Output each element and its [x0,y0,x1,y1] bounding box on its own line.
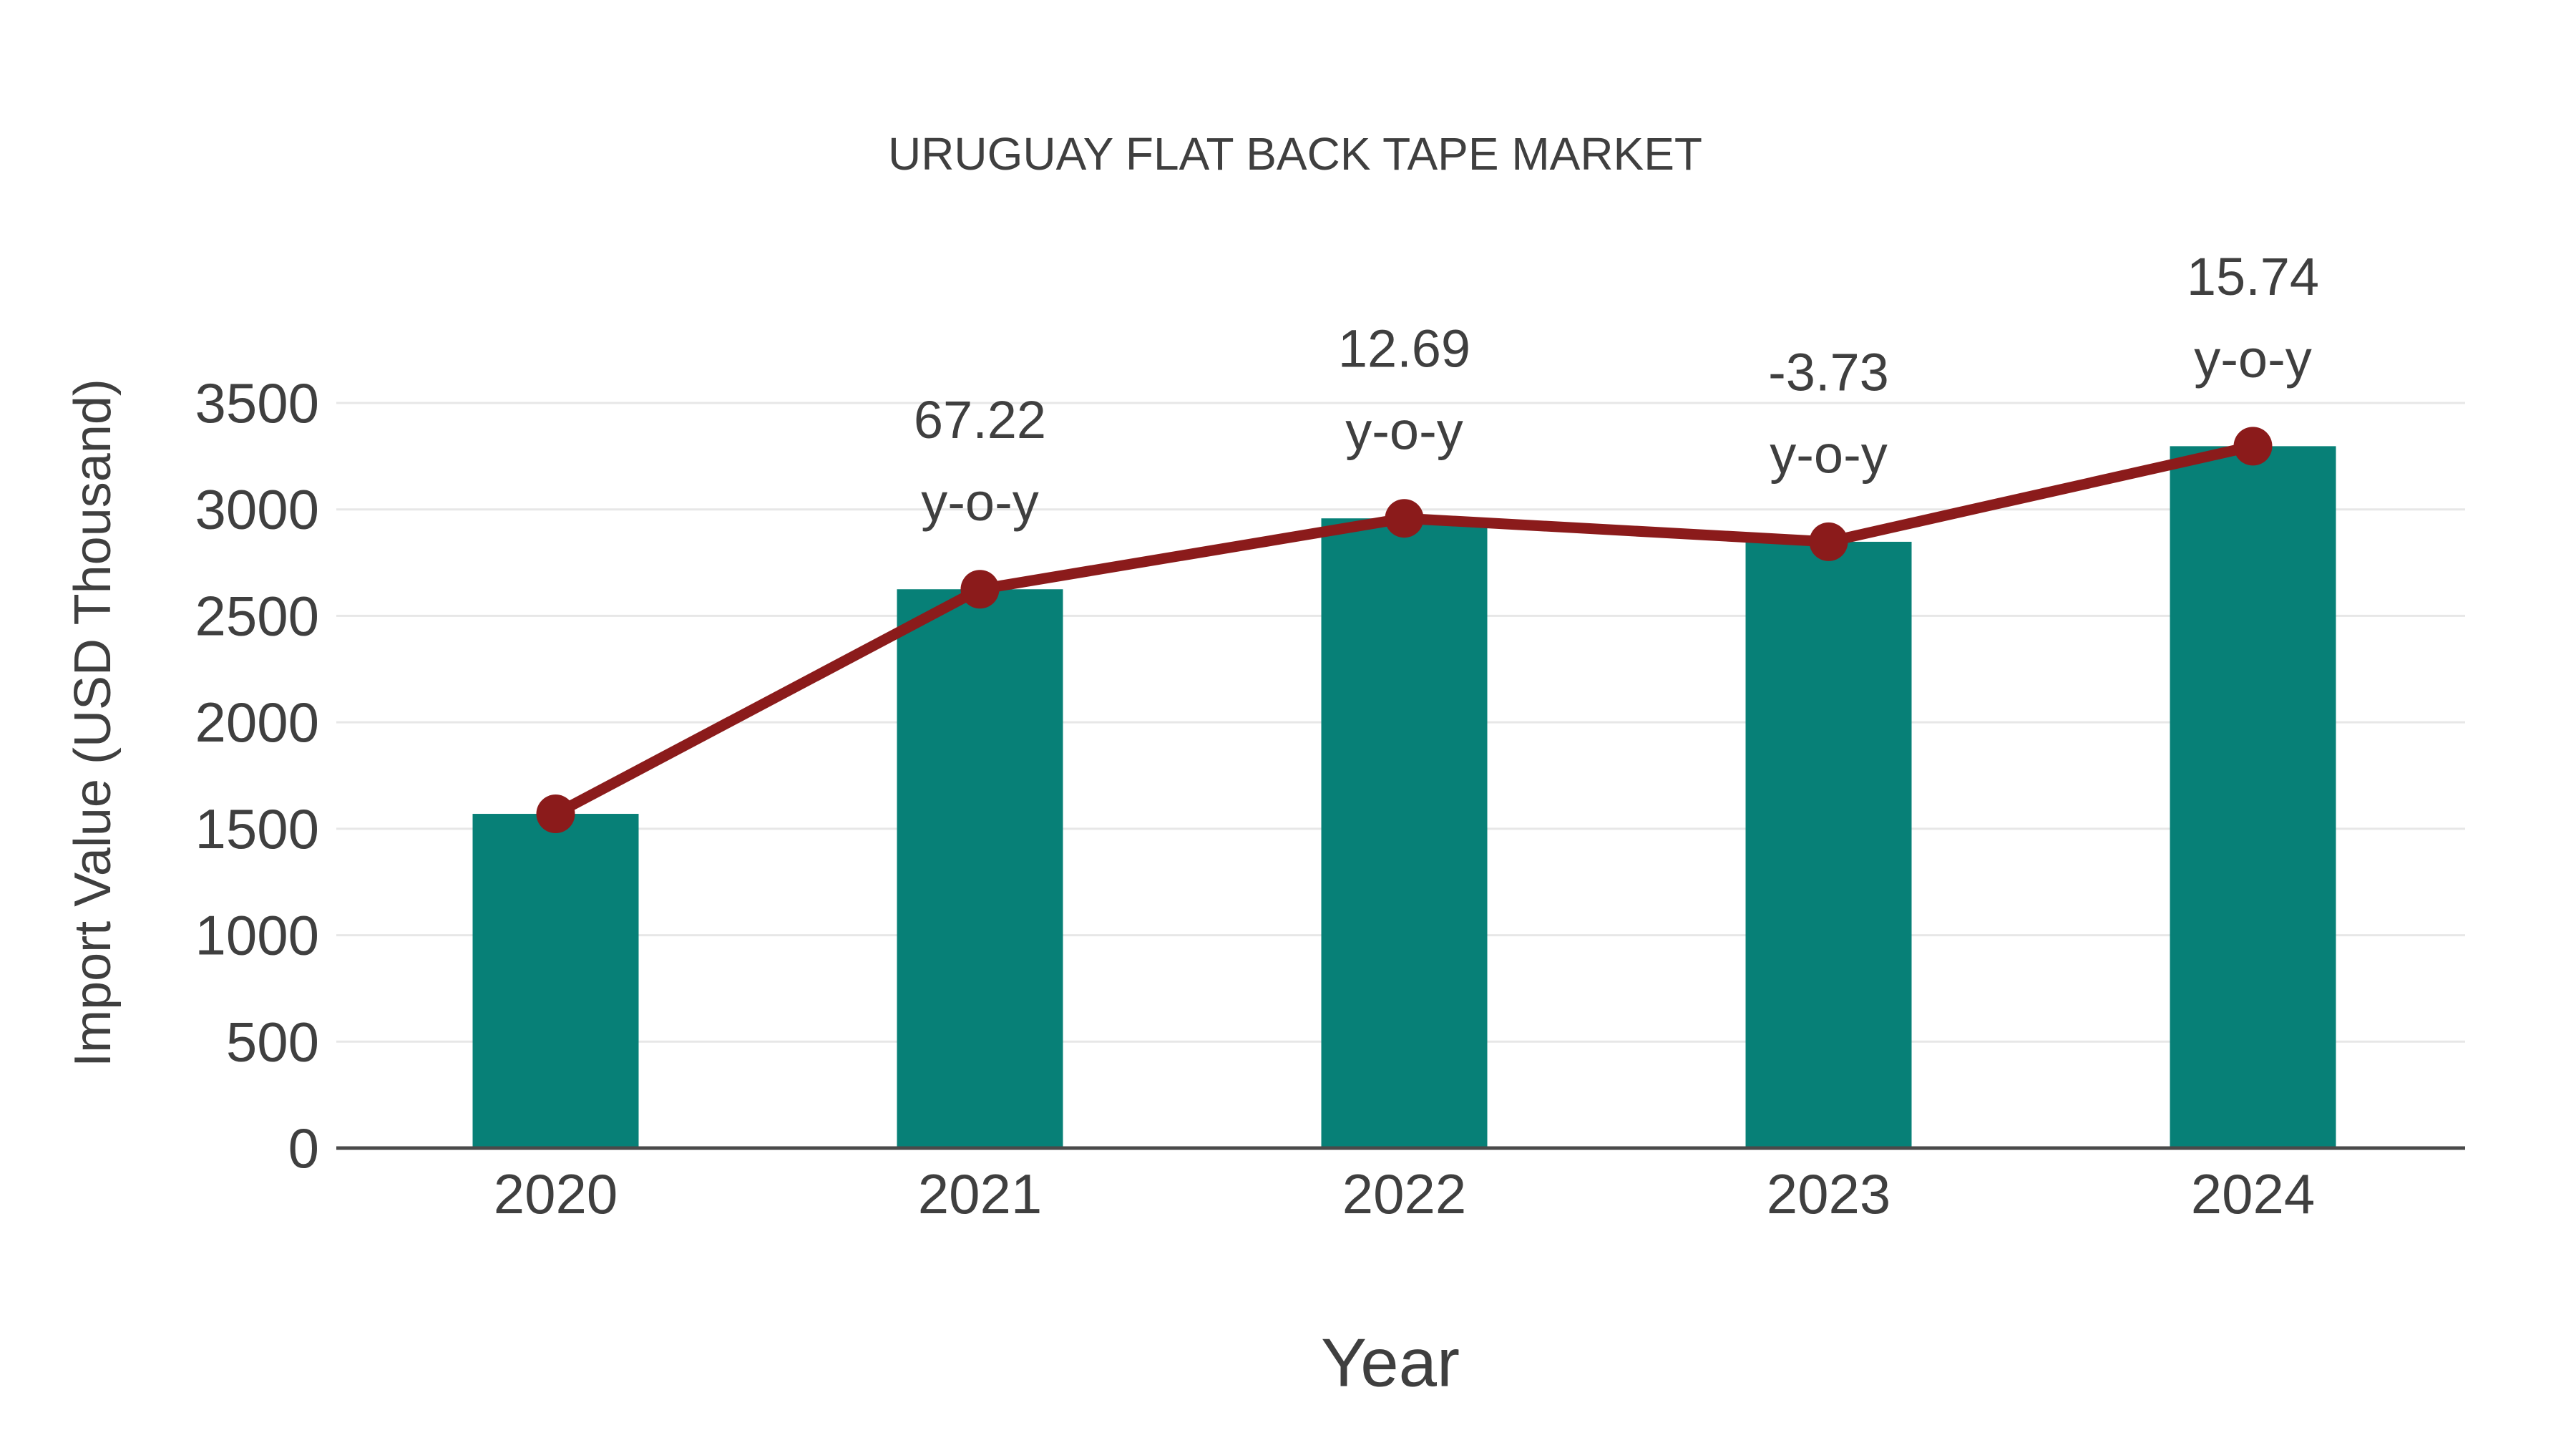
yoy-value-2023: -3.73 [1768,342,1889,402]
bar-2023 [1745,541,1912,1148]
y-tick-label-3000: 3000 [195,478,319,541]
y-tick-label-1000: 1000 [195,904,319,967]
yoy-label-2022: y-o-y [1345,402,1463,461]
y-tick-label-500: 500 [226,1010,319,1073]
bar-2021 [897,589,1063,1148]
trend-marker-2024 [2233,427,2273,466]
x-axis-title: Year [1321,1325,1460,1401]
x-tick-label-2020: 2020 [494,1162,618,1225]
y-tick-label-1500: 1500 [195,797,319,860]
x-tick-label-2021: 2021 [918,1162,1043,1225]
y-tick-label-2000: 2000 [195,691,319,754]
y-tick-label-2500: 2500 [195,584,319,647]
yoy-label-2024: y-o-y [2194,329,2311,389]
y-tick-label-3500: 3500 [195,371,319,434]
yoy-label-2021: y-o-y [921,472,1038,532]
x-tick-label-2022: 2022 [1342,1162,1467,1225]
yoy-label-2023: y-o-y [1770,424,1887,484]
y-tick-label-0: 0 [288,1117,319,1180]
trend-marker-2020 [536,794,575,834]
bar-2020 [472,814,639,1148]
yoy-value-2024: 15.74 [2187,247,2319,306]
trend-marker-2023 [1809,522,1848,561]
trend-marker-2021 [960,570,1000,609]
x-tick-label-2023: 2023 [1767,1162,1891,1225]
bar-2022 [1321,518,1488,1148]
trend-marker-2022 [1385,499,1424,538]
chart-title: URUGUAY FLAT BACK TAPE MARKET [888,128,1702,180]
y-axis-title: Import Value (USD Thousand) [64,379,122,1067]
bar-series [472,446,2336,1148]
y-tick-labels: 0 500 1000 1500 2000 2500 3000 3500 [195,371,319,1180]
trend-line-series [536,427,2273,834]
x-tick-label-2024: 2024 [2191,1162,2316,1225]
x-tick-labels: 2020 2021 2022 2023 2024 [494,1162,2316,1225]
yoy-value-2022: 12.69 [1338,319,1470,379]
bar-2024 [2170,446,2336,1148]
yoy-annotations: 67.22 y-o-y 12.69 y-o-y -3.73 y-o-y 15.74 y-o-y [914,247,2319,532]
yoy-value-2021: 67.22 [914,390,1046,449]
